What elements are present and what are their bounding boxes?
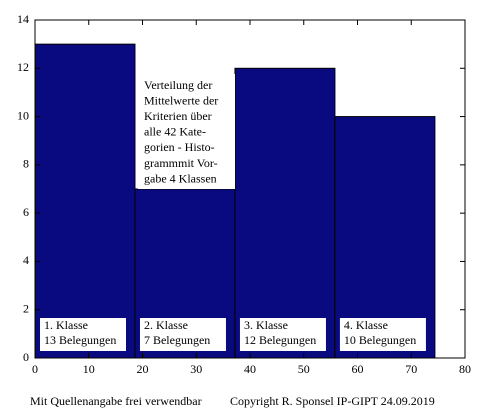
- annotation: grammmit Vor-: [144, 156, 218, 170]
- label-box: [339, 318, 426, 351]
- x-tick-label: 40: [244, 362, 256, 376]
- footer-left: Mit Quellenangabe frei verwendbar: [30, 394, 202, 408]
- annotation: Verteilung der: [144, 78, 212, 92]
- bar-label: 12 Belegungen: [244, 333, 316, 347]
- annotation: Mittelwerte der: [144, 93, 218, 107]
- bar-label: 13 Belegungen: [44, 333, 116, 347]
- x-tick-label: 80: [459, 362, 471, 376]
- bar: [34, 43, 136, 359]
- label-box: [40, 318, 126, 351]
- bar-label: 4. Klasse: [344, 318, 388, 332]
- bar-label: 1. Klasse: [44, 318, 88, 332]
- label-box: [239, 318, 326, 351]
- bar: [234, 67, 336, 359]
- annotation-box: [138, 74, 235, 189]
- y-tick-label: 4: [23, 253, 29, 267]
- x-tick-label: 0: [32, 362, 38, 376]
- bar-label: 7 Belegungen: [144, 333, 210, 347]
- label-box: [139, 318, 226, 351]
- y-tick-label: 12: [17, 60, 29, 74]
- annotation: gabe 4 Klassen: [144, 171, 217, 185]
- y-tick-label: 6: [23, 205, 29, 219]
- y-tick-label: 0: [23, 350, 29, 364]
- annotation: alle 42 Kate-: [144, 125, 206, 139]
- bar: [334, 116, 436, 359]
- y-tick-label: 2: [23, 301, 29, 315]
- annotation: Kriterien über: [144, 109, 212, 123]
- x-tick-label: 60: [352, 362, 364, 376]
- bar-label: 10 Belegungen: [344, 333, 416, 347]
- x-tick-label: 30: [190, 362, 202, 376]
- y-tick-label: 10: [17, 108, 29, 122]
- y-tick-label: 14: [17, 12, 29, 26]
- y-tick-label: 8: [23, 157, 29, 171]
- x-tick-label: 20: [137, 362, 149, 376]
- x-tick-label: 10: [83, 362, 95, 376]
- footer-right: Copyright R. Sponsel IP-GIPT 24.09.2019: [230, 394, 435, 408]
- x-tick-label: 70: [405, 362, 417, 376]
- x-tick-label: 50: [298, 362, 310, 376]
- annotation: gorien - Histo-: [144, 140, 215, 154]
- bar-label: 2. Klasse: [144, 318, 188, 332]
- bar-label: 3. Klasse: [244, 318, 288, 332]
